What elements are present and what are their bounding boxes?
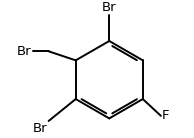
Text: Br: Br [17,45,32,58]
Text: Br: Br [102,1,117,14]
Text: Br: Br [33,122,47,135]
Text: F: F [162,109,170,122]
